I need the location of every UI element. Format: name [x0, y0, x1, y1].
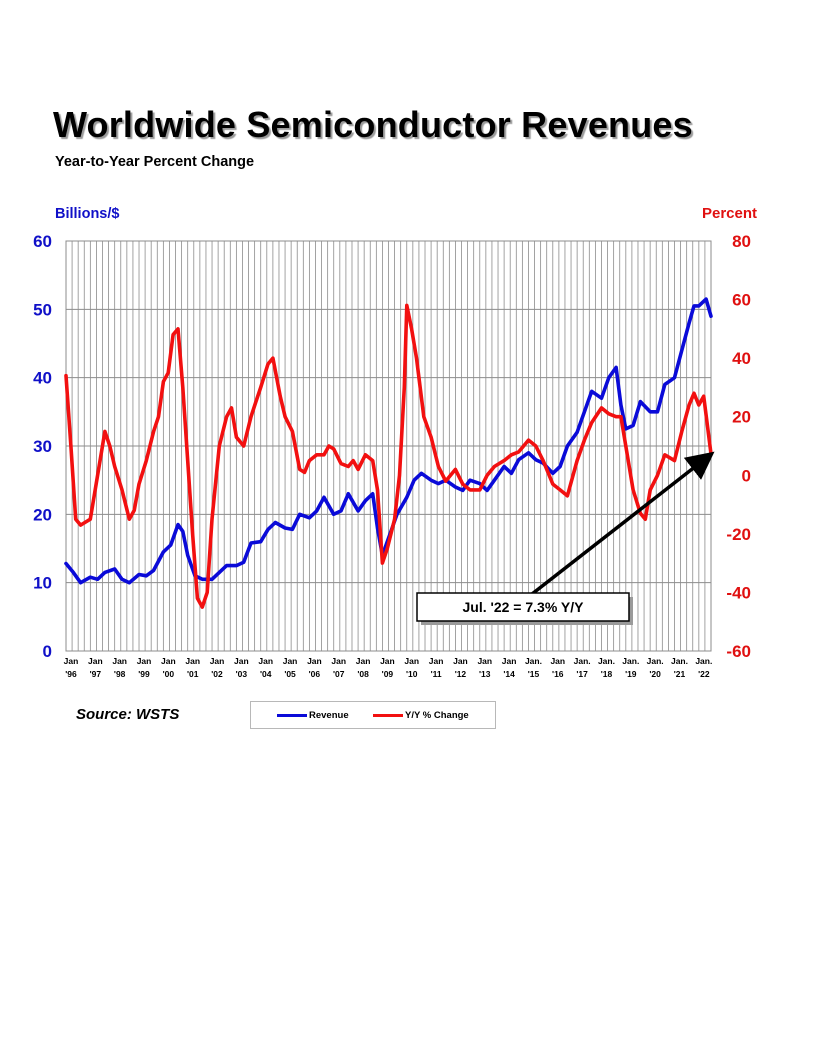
x-tick-label-top: Jan — [429, 656, 444, 666]
left-tick-label: 30 — [33, 437, 52, 456]
legend-label-yy: Y/Y % Change — [405, 709, 469, 721]
x-tick-label-bottom: '11 — [431, 669, 442, 679]
right-tick-label: -20 — [726, 525, 751, 544]
annotation-box — [416, 592, 630, 622]
x-tick-label-bottom: '97 — [90, 669, 102, 679]
left-tick-label: 20 — [33, 505, 52, 524]
left-tick-label: 10 — [33, 574, 52, 593]
legend-item-yy: Y/Y % Change — [373, 702, 469, 728]
x-tick-label-bottom: '04 — [260, 669, 272, 679]
x-tick-label-top: Jan. — [647, 656, 664, 666]
x-tick-label-top: Jan. — [622, 656, 639, 666]
x-tick-label-top: Jan — [161, 656, 176, 666]
x-tick-label-top: Jan — [356, 656, 371, 666]
chart-grid — [65, 240, 712, 652]
x-tick-label-top: Jan — [307, 656, 322, 666]
annotation-group: Jul. '22 = 7.3% Y/Y — [416, 451, 715, 625]
right-tick-label: 40 — [732, 349, 751, 368]
right-axis-ticks: -60 -40 -20 0 20 40 60 80 — [726, 232, 751, 661]
x-tick-label-top: Jan — [258, 656, 273, 666]
x-tick-label-bottom: '05 — [284, 669, 296, 679]
x-tick-label-top: Jan — [234, 656, 249, 666]
left-axis-ticks: 0 10 20 30 40 50 60 — [33, 232, 52, 661]
x-tick-label-top: Jan. — [525, 656, 542, 666]
x-tick-label-bottom: '15 — [528, 669, 540, 679]
right-tick-label: -60 — [726, 642, 751, 661]
x-tick-label-top: Jan. — [574, 656, 591, 666]
source-note: Source: WSTS — [76, 706, 180, 723]
right-tick-label: -40 — [726, 583, 751, 602]
x-tick-label-top: Jan — [88, 656, 103, 666]
right-tick-label: 20 — [732, 408, 751, 427]
legend-item-revenue: Revenue — [277, 702, 349, 728]
x-tick-label-top: Jan — [453, 656, 468, 666]
x-tick-label-bottom: '07 — [333, 669, 345, 679]
x-tick-label-top: Jan. — [695, 656, 712, 666]
series-lines — [64, 297, 713, 609]
annotation-text: Jul. '22 = 7.3% Y/Y — [463, 599, 585, 615]
x-tick-label-bottom: '96 — [65, 669, 77, 679]
x-tick-label-top: Jan — [502, 656, 517, 666]
x-tick-label-bottom: '21 — [674, 669, 686, 679]
left-tick-label: 40 — [33, 369, 52, 388]
x-tick-label-top: Jan — [137, 656, 152, 666]
x-tick-label-bottom: '03 — [236, 669, 248, 679]
left-tick-label: 60 — [33, 232, 52, 251]
x-tick-label-top: Jan — [64, 656, 79, 666]
legend: Revenue Y/Y % Change — [250, 701, 496, 729]
left-tick-label: 50 — [33, 300, 52, 319]
x-tick-label-bottom: '13 — [479, 669, 491, 679]
x-tick-label-bottom: '99 — [138, 669, 150, 679]
legend-swatch-yy — [373, 713, 403, 717]
x-tick-label-bottom: '14 — [503, 669, 515, 679]
x-tick-label-bottom: '09 — [382, 669, 394, 679]
x-tick-label-top: Jan. — [671, 656, 688, 666]
x-tick-label-bottom: '10 — [406, 669, 418, 679]
x-tick-label-bottom: '18 — [601, 669, 613, 679]
x-tick-label-bottom: '02 — [211, 669, 223, 679]
chart-title: Worldwide Semiconductor Revenues — [53, 104, 693, 145]
right-axis-label: Percent — [701, 205, 757, 222]
x-tick-label-top: Jan — [477, 656, 492, 666]
x-tick-label-bottom: '20 — [649, 669, 661, 679]
x-tick-label-bottom: '98 — [114, 669, 126, 679]
x-tick-label-bottom: '01 — [187, 669, 199, 679]
x-tick-label-top: Jan — [550, 656, 565, 666]
x-tick-label-bottom: '16 — [552, 669, 564, 679]
x-tick-label-top: Jan — [185, 656, 200, 666]
right-tick-label: 60 — [732, 291, 751, 310]
x-tick-label-top: Jan — [210, 656, 225, 666]
x-tick-label-bottom: '12 — [455, 669, 467, 679]
x-tick-label-bottom: '17 — [576, 669, 588, 679]
left-tick-label: 0 — [43, 642, 52, 661]
legend-swatch-revenue — [277, 713, 307, 717]
left-axis-label: Billions/$ — [55, 206, 120, 222]
annotation-arrow — [530, 451, 715, 596]
legend-label-revenue: Revenue — [309, 709, 349, 721]
x-tick-label-bottom: '06 — [309, 669, 321, 679]
x-tick-label-bottom: '22 — [698, 669, 710, 679]
x-tick-label-top: Jan — [404, 656, 419, 666]
x-tick-label-top: Jan — [380, 656, 395, 666]
x-tick-label-top: Jan — [112, 656, 127, 666]
chart-subtitle: Year-to-Year Percent Change — [55, 154, 255, 170]
x-tick-label-top: Jan — [331, 656, 346, 666]
right-tick-label: 80 — [732, 232, 751, 251]
x-tick-label-bottom: '00 — [163, 669, 175, 679]
x-tick-label-top: Jan — [283, 656, 298, 666]
x-axis-ticks: Jan '96 Jan '97 Jan '98 Jan '99 Jan '00 Jan '01 Jan '… — [64, 656, 713, 679]
x-tick-label-bottom: '19 — [625, 669, 637, 679]
yy-change-line — [64, 303, 713, 609]
x-tick-label-top: Jan. — [598, 656, 615, 666]
right-tick-label: 0 — [742, 466, 751, 485]
x-tick-label-bottom: '08 — [357, 669, 369, 679]
